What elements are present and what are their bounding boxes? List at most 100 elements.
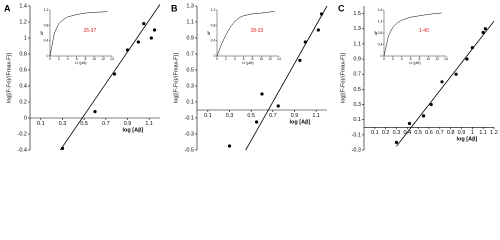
data-point bbox=[421, 114, 426, 118]
inset-x-tick-label: 2 bbox=[58, 57, 60, 61]
inset-y-tick-label: 0.8 bbox=[44, 23, 49, 27]
y-tick-label: 1.1 bbox=[186, 19, 194, 25]
inset-x-tick-label: 6 bbox=[76, 57, 78, 61]
inset-y-tick-label: 1.2 bbox=[211, 8, 216, 12]
data-point bbox=[303, 40, 307, 44]
x-tick-label: 1.1 bbox=[312, 113, 320, 119]
inset-x-label: Lf (μM) bbox=[409, 61, 420, 65]
inset-x-label: Lf (μM) bbox=[75, 61, 86, 65]
panel-label: C bbox=[338, 3, 345, 13]
y-tick-label: -0.1 bbox=[352, 132, 361, 138]
y-tick-label: 0.1 bbox=[186, 99, 194, 105]
inset-y-tick-label: 0.4 bbox=[211, 39, 216, 43]
y-tick-label: 0.9 bbox=[353, 57, 361, 63]
y-tick-label: 0.5 bbox=[353, 87, 361, 93]
inset-y-tick-label: 0.4 bbox=[378, 42, 383, 46]
inset-y-tick-label: 1.6 bbox=[378, 8, 383, 12]
x-tick-label: 0.8 bbox=[447, 130, 455, 136]
inset-line bbox=[49, 11, 108, 57]
data-point bbox=[125, 48, 130, 52]
y-tick-label: 0.1 bbox=[353, 117, 361, 123]
inset-x-tick-label: 2 bbox=[225, 57, 227, 61]
data-point bbox=[149, 36, 153, 40]
inset-x-tick-label: 12 bbox=[435, 57, 439, 61]
data-point bbox=[254, 120, 259, 124]
x-axis-label: log [Aβ] bbox=[290, 119, 311, 125]
inset-y-tick-label: 0 bbox=[47, 54, 49, 58]
inset-annotation: 25-37 bbox=[83, 28, 96, 34]
data-point bbox=[440, 80, 444, 84]
inset-x-tick-label: 0 bbox=[383, 57, 385, 61]
data-point bbox=[465, 57, 469, 61]
x-tick-label: 0.9 bbox=[458, 130, 466, 136]
fit-line bbox=[396, 20, 495, 147]
inset-x-tick-label: 14 bbox=[444, 57, 448, 61]
inset-y-tick-label: 0.8 bbox=[211, 23, 216, 27]
inset-y-tick-label: 0.8 bbox=[378, 31, 383, 35]
inset-x-tick-label: 4 bbox=[67, 57, 69, 61]
data-point bbox=[319, 12, 324, 16]
x-tick-label: 0.7 bbox=[269, 113, 277, 119]
inset-y-label: ΔF bbox=[40, 31, 44, 35]
y-tick-label: 0.8 bbox=[19, 51, 27, 57]
y-tick-label: 0.7 bbox=[353, 72, 361, 78]
x-tick-label: 1 bbox=[471, 130, 474, 136]
x-tick-label: 0.1 bbox=[371, 130, 379, 136]
y-tick-label: -0.2 bbox=[18, 131, 27, 137]
x-tick-label: 0.7 bbox=[436, 130, 444, 136]
fit-line bbox=[245, 5, 328, 151]
y-axis-label: log[(F-Fo)/(Fmax-F)] bbox=[173, 53, 179, 103]
x-tick-label: 0.5 bbox=[414, 130, 422, 136]
y-tick-label: -0.5 bbox=[185, 147, 194, 153]
inset-x-tick-label: 12 bbox=[268, 57, 272, 61]
y-tick-label: -0.1 bbox=[185, 115, 194, 121]
inset-x-tick-label: 8 bbox=[418, 57, 420, 61]
inset-y-tick-label: 1.2 bbox=[378, 19, 383, 23]
inset-y-tick-label: 0 bbox=[214, 54, 216, 58]
x-axis-label: log [Aβ] bbox=[123, 127, 144, 133]
data-point bbox=[276, 104, 280, 108]
data-point bbox=[394, 140, 399, 145]
y-tick-label: 0.2 bbox=[19, 99, 27, 105]
y-tick-label: -0.4 bbox=[18, 147, 27, 153]
inset-x-tick-label: 2 bbox=[392, 57, 394, 61]
x-tick-label: 0.5 bbox=[247, 113, 255, 119]
inset-x-tick-label: 4 bbox=[234, 57, 236, 61]
inset-annotation: 1-40 bbox=[419, 28, 429, 34]
x-tick-label: 0.1 bbox=[204, 113, 212, 119]
y-tick-label: -0.3 bbox=[352, 147, 361, 153]
x-tick-label: 0.3 bbox=[393, 130, 401, 136]
x-tick-label: 0.4 bbox=[404, 130, 412, 136]
data-point bbox=[407, 121, 412, 126]
inset-x-tick-label: 14 bbox=[277, 57, 281, 61]
y-tick-label: 1.2 bbox=[19, 19, 27, 25]
inset-x-tick-label: 8 bbox=[251, 57, 253, 61]
fit-line bbox=[60, 4, 161, 151]
data-point bbox=[429, 102, 433, 107]
x-tick-label: 0.3 bbox=[59, 121, 67, 127]
x-tick-label: 1.1 bbox=[145, 121, 153, 127]
data-point bbox=[93, 110, 97, 114]
data-point bbox=[260, 92, 264, 96]
data-point bbox=[142, 22, 146, 26]
inset-x-tick-label: 4 bbox=[401, 57, 403, 61]
y-tick-label: 0.5 bbox=[186, 67, 194, 73]
y-tick-label: 0.3 bbox=[353, 102, 361, 108]
y-tick-label: 1 bbox=[24, 35, 27, 41]
inset-x-tick-label: 0 bbox=[49, 57, 51, 61]
data-point bbox=[112, 72, 117, 76]
inset-y-tick-label: 0.4 bbox=[44, 39, 49, 43]
y-tick-label: 1.4 bbox=[19, 3, 27, 9]
y-tick-label: 0.3 bbox=[186, 83, 194, 89]
x-tick-label: 0.3 bbox=[226, 113, 234, 119]
inset-x-tick-label: 14 bbox=[110, 57, 114, 61]
panel-label: A bbox=[4, 3, 11, 13]
x-tick-label: 1.1 bbox=[479, 130, 487, 136]
x-tick-label: 0.7 bbox=[102, 121, 110, 127]
inset-line bbox=[216, 11, 275, 57]
inset-annotation: 28-33 bbox=[250, 28, 263, 34]
data-point bbox=[152, 28, 157, 32]
data-point bbox=[481, 30, 485, 35]
